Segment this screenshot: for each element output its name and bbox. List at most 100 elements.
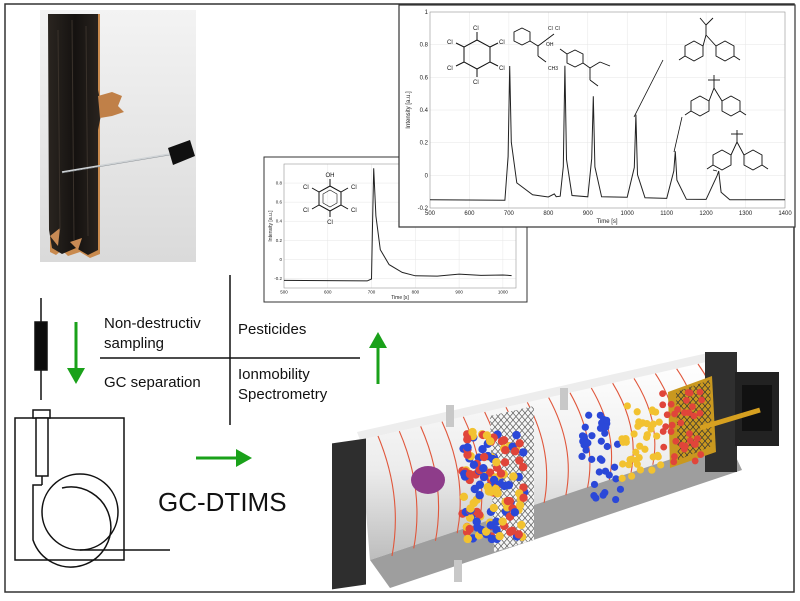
ion-particle bbox=[668, 421, 676, 429]
ion-particle bbox=[686, 430, 693, 438]
ion-particle bbox=[605, 471, 613, 479]
field-ring bbox=[612, 382, 634, 473]
structure-atom-label: OH bbox=[326, 173, 335, 179]
ion-particle bbox=[475, 491, 484, 500]
ion-particle bbox=[689, 403, 696, 411]
large-y-axis-label: Intensity [a.u.] bbox=[406, 91, 412, 129]
ion-particle bbox=[465, 469, 475, 479]
field-ring bbox=[377, 435, 396, 557]
ion-particle bbox=[680, 445, 688, 453]
ddd-structure bbox=[706, 130, 769, 171]
ion-particle bbox=[582, 439, 591, 447]
ion-particle bbox=[472, 507, 482, 517]
ion-particle bbox=[580, 433, 588, 441]
ion-particle bbox=[469, 460, 479, 470]
ion-particle bbox=[652, 408, 660, 416]
ion-particle bbox=[590, 480, 599, 489]
ion-particle bbox=[603, 416, 611, 424]
y-tick-label: 0.2 bbox=[276, 238, 283, 243]
y-tick-label: 0.2 bbox=[420, 141, 429, 147]
x-tick-label: 900 bbox=[583, 211, 594, 217]
x-tick-label: 1000 bbox=[621, 211, 635, 217]
ion-particle bbox=[635, 453, 643, 462]
ion-particle bbox=[468, 427, 477, 437]
ion-particle bbox=[610, 463, 619, 471]
pointer-line-2 bbox=[673, 116, 683, 153]
ion-particle bbox=[463, 534, 472, 544]
ion-particle bbox=[633, 408, 641, 416]
ion-particle bbox=[691, 457, 699, 465]
ion-particle bbox=[486, 437, 495, 446]
y-tick-label: -0.2 bbox=[274, 276, 282, 281]
ion-particle bbox=[588, 455, 596, 463]
small-y-axis-label: Intensity [a.u.] bbox=[268, 210, 274, 242]
ion-particle bbox=[581, 423, 589, 431]
ion-particle bbox=[596, 455, 605, 463]
ion-particle bbox=[667, 400, 675, 408]
ion-particle bbox=[696, 388, 704, 396]
ion-particle bbox=[697, 451, 705, 458]
ion-particle bbox=[597, 437, 605, 445]
ion-particle bbox=[496, 469, 506, 478]
ion-particle bbox=[492, 457, 501, 467]
y-tick-label: 0.6 bbox=[420, 75, 429, 81]
x-tick-label: 1300 bbox=[739, 211, 753, 217]
ion-particle bbox=[497, 437, 507, 446]
large-chromatogram: 500 600 700 800 900 1000 1100 1200 1300 1400 -0.2 0… bbox=[398, 4, 796, 228]
x-tick-label: 1100 bbox=[660, 211, 674, 217]
ion-particle bbox=[519, 493, 528, 502]
ion-particle bbox=[518, 462, 528, 472]
ion-particle bbox=[643, 431, 651, 439]
x-tick-label: 1000 bbox=[498, 290, 509, 295]
ion-particle bbox=[466, 504, 475, 513]
ion-particle bbox=[590, 492, 598, 500]
y-tick-label: 0.8 bbox=[420, 43, 429, 49]
ion-particle bbox=[517, 520, 526, 530]
ion-particle bbox=[630, 430, 638, 438]
ion-particle bbox=[622, 434, 630, 443]
x-tick-label: 500 bbox=[425, 211, 436, 217]
ion-particle bbox=[616, 485, 625, 493]
ion-particle bbox=[655, 418, 663, 426]
structure-atom-label: Cl bbox=[351, 208, 357, 214]
ion-particle bbox=[671, 453, 678, 460]
label-gc-separation: GC separation bbox=[104, 374, 201, 391]
ion-particle bbox=[625, 461, 633, 469]
ion-particle bbox=[659, 428, 667, 435]
y-tick-label: 0 bbox=[279, 257, 282, 262]
sample-marker bbox=[411, 466, 445, 494]
y-tick-label: 0.4 bbox=[276, 219, 283, 224]
ion-particle bbox=[612, 475, 620, 483]
right-arrow bbox=[196, 449, 252, 467]
y-tick-label: 1 bbox=[425, 10, 429, 16]
ion-particle bbox=[698, 396, 706, 404]
ion-particle bbox=[654, 453, 662, 461]
wood-sample-photo bbox=[40, 10, 196, 262]
ion-cloud bbox=[458, 388, 706, 544]
ion-particle bbox=[643, 420, 651, 428]
dde-structure bbox=[678, 17, 741, 62]
ion-particle bbox=[585, 411, 593, 419]
ion-particle bbox=[681, 409, 688, 417]
ion-particle bbox=[641, 445, 649, 453]
ion-particle bbox=[463, 443, 472, 452]
y-tick-label: 0.6 bbox=[276, 200, 283, 205]
field-ring bbox=[548, 397, 569, 496]
structure-atom-label: Cl bbox=[499, 40, 505, 46]
ion-particle bbox=[491, 484, 500, 494]
structure-atom-label: Cl bbox=[303, 208, 309, 214]
ion-particle bbox=[660, 443, 668, 451]
ion-particle bbox=[595, 468, 603, 476]
x-tick-label: 500 bbox=[280, 290, 288, 295]
ion-particle bbox=[632, 448, 640, 456]
ion-particle bbox=[647, 425, 655, 433]
ion-particle bbox=[470, 484, 480, 494]
ion-particle bbox=[671, 410, 679, 418]
ion-particle bbox=[670, 458, 678, 466]
ion-particle bbox=[489, 475, 499, 485]
field-ring bbox=[441, 421, 461, 534]
pcp-structure: OH Cl Cl Cl Cl Cl bbox=[303, 173, 357, 226]
ion-particle bbox=[512, 430, 521, 440]
ion-particle bbox=[601, 429, 609, 437]
